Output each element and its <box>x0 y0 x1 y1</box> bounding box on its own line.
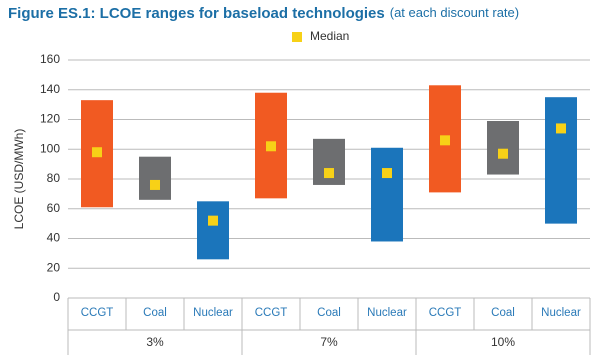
median-marker <box>92 147 102 158</box>
median-marker <box>382 168 392 179</box>
range-bar <box>371 147 403 242</box>
y-axis-label: LCOE (USD/MWh) <box>12 129 26 230</box>
x-tick-label: Nuclear <box>193 307 233 319</box>
x-tick-label: Nuclear <box>541 307 581 319</box>
median-marker <box>150 179 160 190</box>
median-marker <box>208 215 218 226</box>
y-tick-label: 40 <box>47 231 61 245</box>
legend-label: Median <box>310 29 349 43</box>
range-bar <box>487 120 519 175</box>
x-tick-label: Coal <box>317 307 341 319</box>
x-tick-label: CCGT <box>81 307 114 319</box>
median-marker <box>266 141 276 152</box>
x-tick-label: Nuclear <box>367 307 407 319</box>
x-tick-label: Coal <box>143 307 167 319</box>
median-marker <box>556 123 566 134</box>
range-bar <box>139 156 171 200</box>
y-tick-label: 80 <box>47 171 61 185</box>
range-bar <box>197 201 229 260</box>
x-tick-label: CCGT <box>429 307 462 319</box>
legend-swatch <box>292 32 302 42</box>
x-tick-label: Coal <box>491 307 515 319</box>
group-label: 10% <box>491 335 515 349</box>
range-bar <box>545 97 577 224</box>
chart-title: Figure ES.1: LCOE ranges for baseload te… <box>8 5 519 22</box>
y-tick-label: 140 <box>40 82 60 96</box>
median-marker <box>440 135 450 146</box>
group-label: 3% <box>146 335 164 349</box>
y-tick-label: 0 <box>53 290 60 304</box>
median-marker <box>324 168 334 179</box>
median-marker <box>498 148 508 159</box>
y-tick-label: 160 <box>40 52 60 66</box>
y-tick-label: 120 <box>40 112 60 126</box>
x-tick-label: CCGT <box>255 307 288 319</box>
y-tick-label: 20 <box>47 260 61 274</box>
y-tick-label: 100 <box>40 141 60 155</box>
chart-subtitle: (at each discount rate) <box>390 5 519 20</box>
y-tick-label: 60 <box>47 201 61 215</box>
title-main: Figure ES.1: LCOE ranges for baseload te… <box>8 5 385 22</box>
group-label: 7% <box>320 335 338 349</box>
